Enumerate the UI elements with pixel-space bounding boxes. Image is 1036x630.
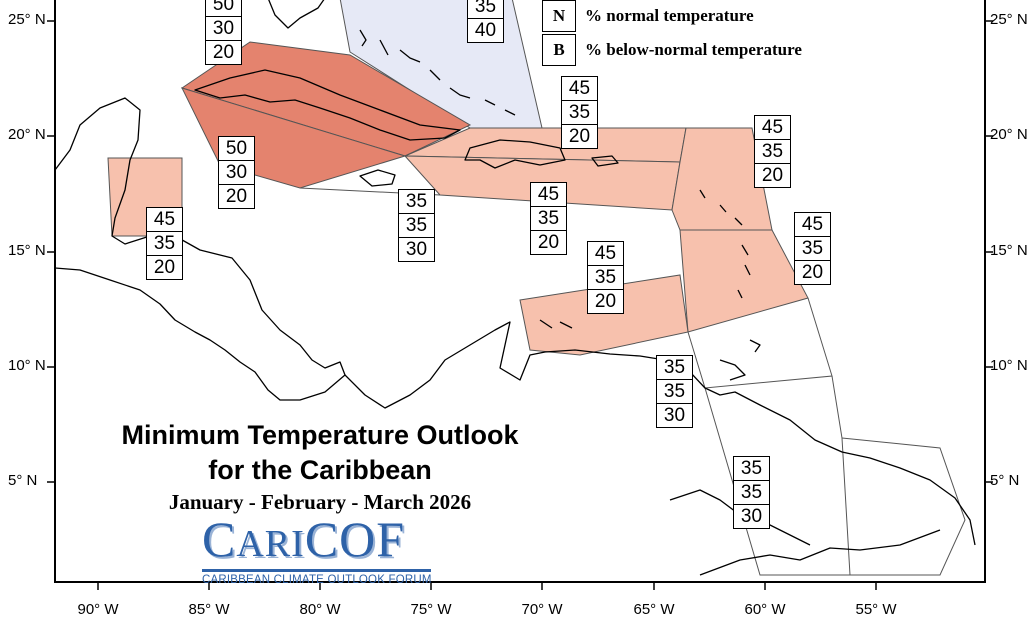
lon-label-90w: 90° W (77, 601, 119, 618)
lon-label-55w: 55° W (855, 601, 897, 618)
prob-above: 50 (225, 138, 248, 159)
lat-label-25n-left: 25° N (8, 11, 46, 28)
prob-above: 45 (537, 184, 560, 205)
lat-label-20n-right: 20° N (990, 126, 1028, 143)
prob-box-cuba-south: 50 30 20 (218, 136, 255, 209)
prob-below: 20 (755, 163, 790, 187)
prob-box-belize: 45 35 20 (146, 207, 183, 280)
lon-label-60w: 60° W (744, 601, 786, 618)
lat-label-10n-right: 10° N (990, 357, 1028, 374)
prob-box-leeward: 45 35 20 (754, 115, 791, 188)
season-label: January - February - March 2026 (168, 490, 472, 514)
lat-label-10n-left: 10° N (8, 357, 46, 374)
prob-below: 20 (588, 289, 623, 313)
prob-below: 20 (562, 124, 597, 148)
prob-above: 45 (761, 117, 784, 138)
prob-below: 20 (219, 184, 254, 208)
prob-normal: 35 (399, 213, 434, 237)
prob-above: 45 (568, 78, 591, 99)
prob-box-abc: 45 35 20 (587, 241, 624, 314)
caricof-logo: CARICOF CARIBBEAN CLIMATE OUTLOOK FORUM (202, 511, 434, 586)
lat-label-15n-right: 15° N (990, 242, 1028, 259)
legend-key-below: B (542, 34, 576, 66)
prob-above: 50 (212, 0, 235, 15)
latitude-ticks (47, 20, 993, 483)
prob-below: 20 (795, 260, 830, 284)
land-outlines (54, 0, 976, 576)
prob-above: 45 (801, 214, 824, 235)
prob-above: 45 (594, 243, 617, 264)
prob-below: 20 (147, 255, 182, 279)
prob-below: 20 (206, 40, 241, 64)
logo-rule (202, 569, 431, 572)
prob-box-trinidad: 35 35 30 (656, 355, 693, 428)
prob-box-bahamas-east: 35 40 (467, 0, 504, 43)
prob-box-jamaica: 35 35 30 (398, 189, 435, 262)
logo-subtitle: CARIBBEAN CLIMATE OUTLOOK FORUM (202, 574, 432, 586)
prob-box-hispaniola: 45 35 20 (530, 182, 567, 255)
lon-label-85w: 85° W (188, 601, 230, 618)
prob-below: 30 (399, 237, 434, 261)
lon-label-70w: 70° W (521, 601, 563, 618)
prob-normal: 35 (588, 265, 623, 289)
prob-above: 35 (663, 357, 686, 378)
prob-above: 35 (405, 191, 428, 212)
lat-label-5n-right: 5° N (990, 472, 1020, 489)
prob-normal: 35 (531, 206, 566, 230)
legend-text-below: % below-normal temperature (585, 40, 802, 59)
lon-label-80w: 80° W (299, 601, 341, 618)
title-block: Minimum Temperature Outlook for the Cari… (90, 418, 550, 515)
prob-box-guianas: 35 35 30 (733, 456, 770, 529)
legend-key-normal: N (542, 0, 576, 32)
prob-normal: 30 (219, 160, 254, 184)
prob-below: 40 (468, 18, 503, 42)
outlook-zones (107, 0, 809, 356)
prob-box-windward: 45 35 20 (794, 212, 831, 285)
prob-normal: 35 (657, 379, 692, 403)
lon-label-75w: 75° W (410, 601, 452, 618)
caricof-wordmark: CARICOF (202, 511, 406, 567)
prob-normal: 35 (795, 236, 830, 260)
prob-below: 30 (734, 504, 769, 528)
map-title-line1: Minimum Temperature Outlook (121, 420, 519, 450)
map-frame (54, 0, 986, 583)
prob-above: 35 (740, 458, 763, 479)
zone-windward (679, 229, 809, 333)
zone-abc (519, 274, 689, 356)
prob-below: 30 (657, 403, 692, 427)
prob-normal: 35 (755, 139, 790, 163)
lon-label-65w: 65° W (633, 601, 675, 618)
lat-label-25n-right: 25° N (990, 11, 1028, 28)
prob-normal: 35 (734, 480, 769, 504)
legend-text-normal: % normal temperature (585, 6, 754, 25)
prob-normal: 35 (147, 231, 182, 255)
prob-below: 20 (531, 230, 566, 254)
prob-above: 45 (153, 209, 176, 230)
prob-normal: 35 (562, 100, 597, 124)
longitude-ticks (97, 582, 877, 590)
prob-box-cuba-north: 50 30 20 (205, 0, 242, 65)
prob-normal: 30 (206, 16, 241, 40)
map-title-line2: for the Caribbean (208, 455, 432, 485)
prob-normal: 35 (474, 0, 497, 17)
prob-box-hispaniola-north: 45 35 20 (561, 76, 598, 149)
lat-label-15n-left: 15° N (8, 242, 46, 259)
lat-label-20n-left: 20° N (8, 126, 46, 143)
lat-label-5n-left: 5° N (8, 472, 38, 489)
